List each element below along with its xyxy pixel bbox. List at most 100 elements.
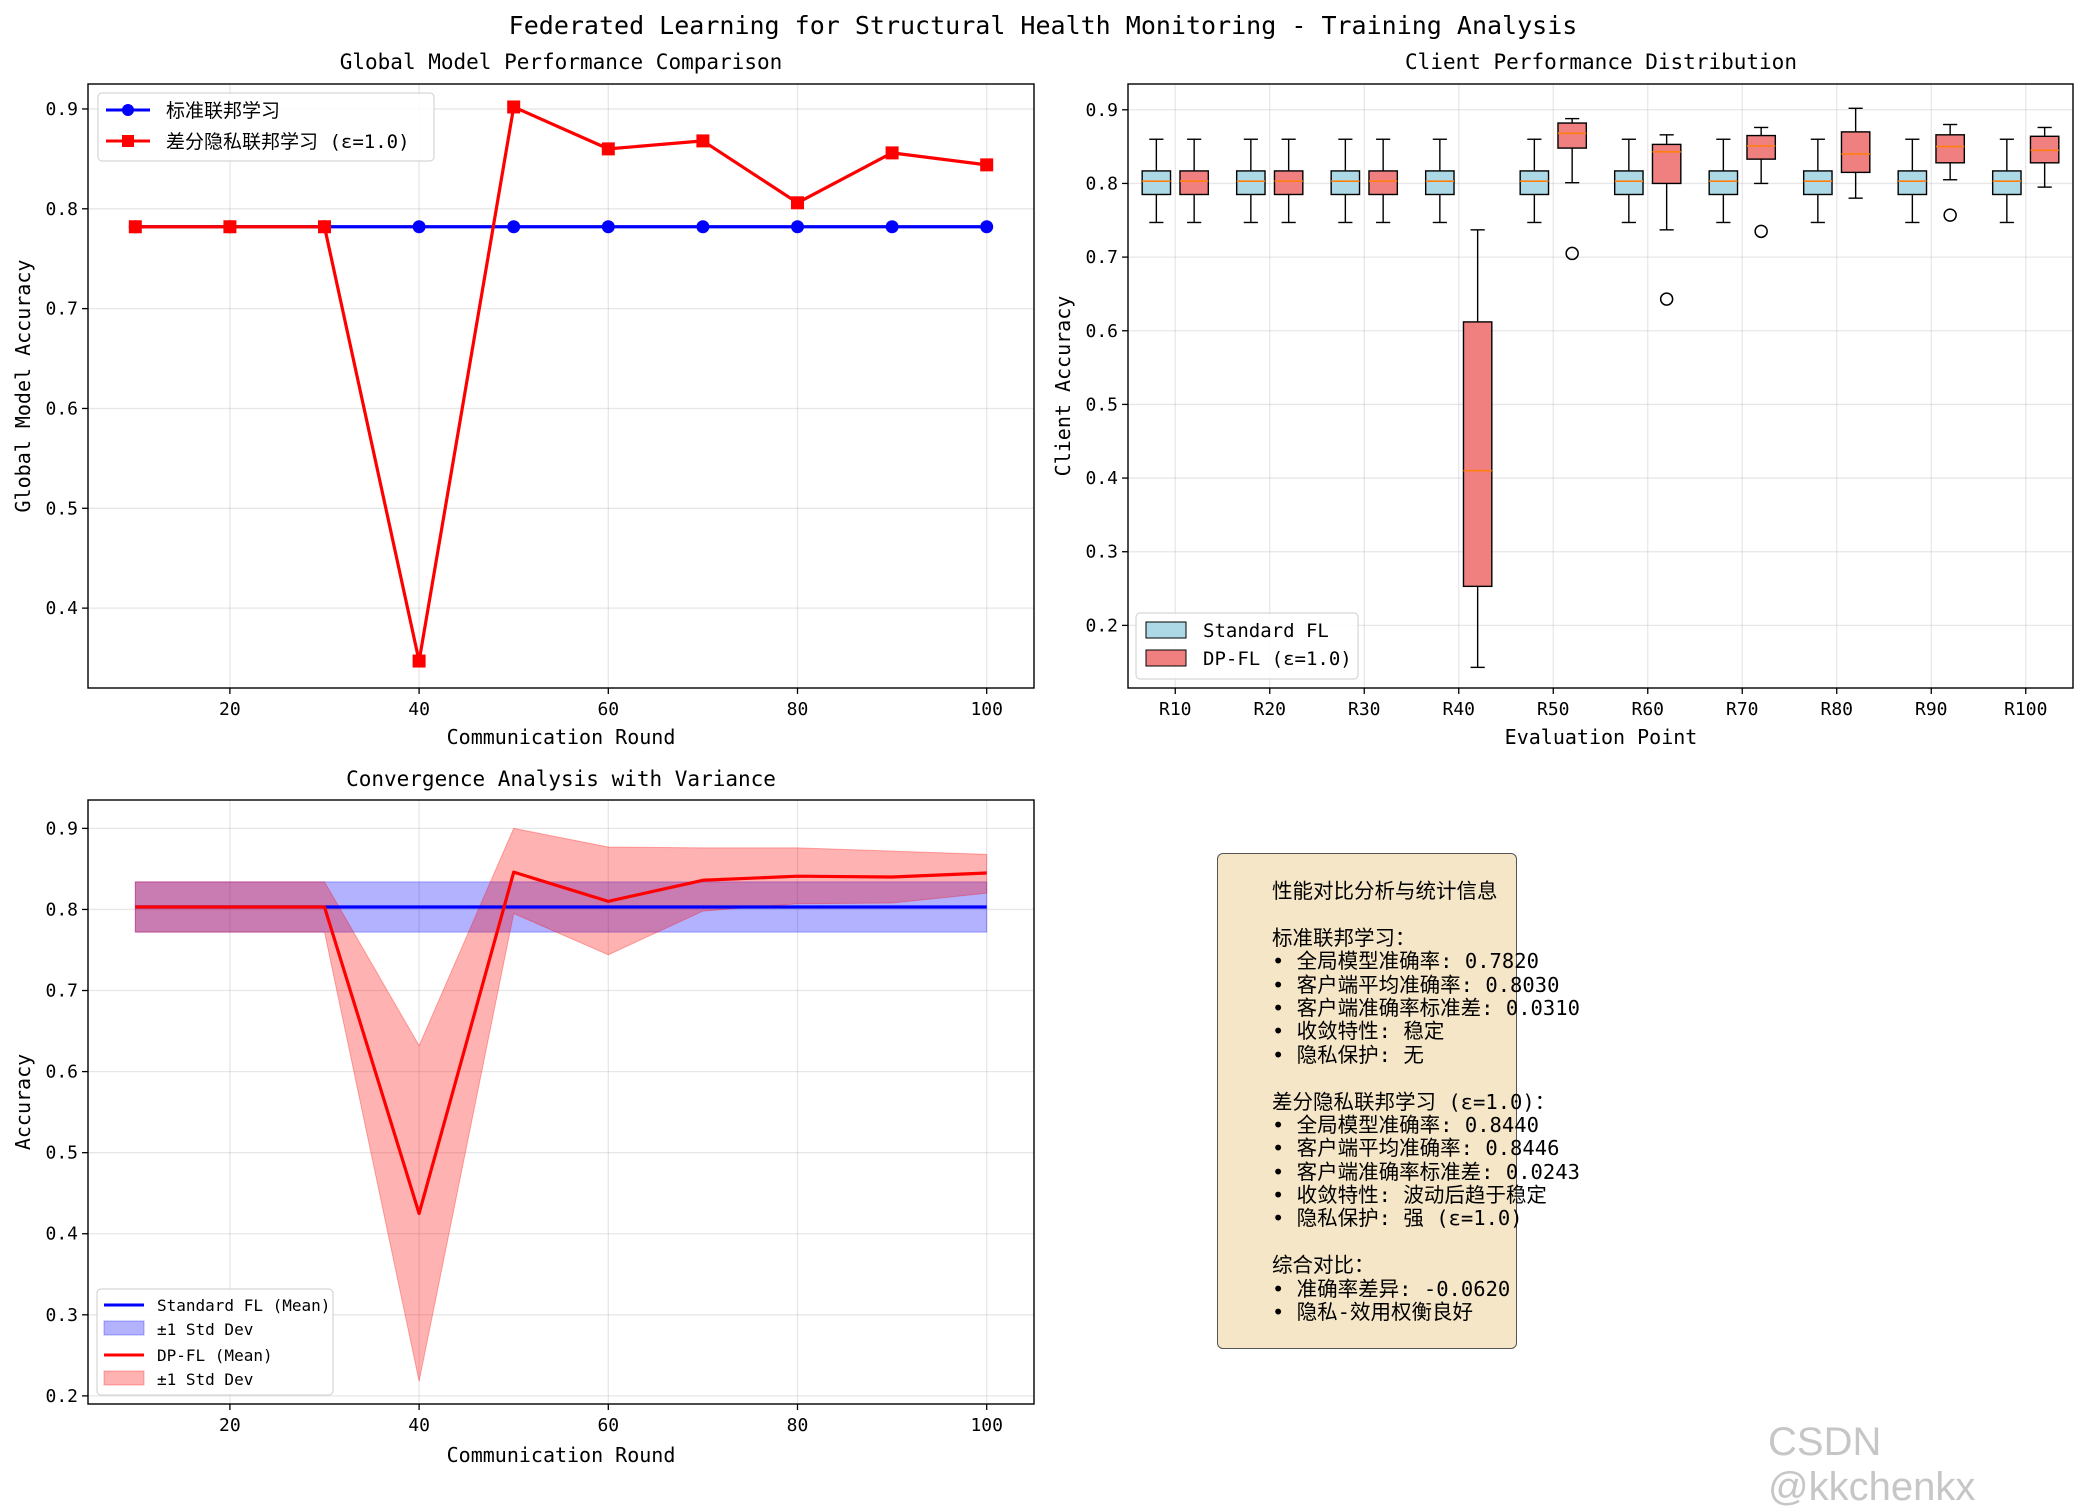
box-body-standard <box>1141 170 1172 196</box>
p3-ytick-label: 0.7 <box>45 981 78 1002</box>
box-body-dp <box>1462 321 1493 588</box>
p2-xtick-label: R40 <box>1442 699 1475 720</box>
stats-line: • 全局模型准确率: 0.8440 <box>1272 1112 1539 1137</box>
p1-ytick-label: 0.8 <box>45 199 78 220</box>
chart3-legend-label-dp: DP-FL (Mean) <box>157 1346 273 1365</box>
box-body-dp <box>1935 134 1966 164</box>
stats-line: 差分隐私联邦学习 (ε=1.0)： <box>1272 1089 1556 1114</box>
chart3-xlabel: Communication Round <box>447 1443 676 1467</box>
p2-xtick-label: R50 <box>1537 699 1570 720</box>
chart2-xlabel: Evaluation Point <box>1505 725 1698 749</box>
p2-ytick-label: 0.9 <box>1085 100 1118 121</box>
box-body-standard <box>1519 170 1550 196</box>
stats-line <box>1272 1067 1516 1090</box>
chart1-point-dp <box>601 142 615 156</box>
p1-ytick-label: 0.7 <box>45 299 78 320</box>
chart1-point-dp <box>507 100 521 114</box>
chart1-point-standard <box>507 220 521 234</box>
chart3-band-1 <box>134 827 988 1382</box>
chart2-legend-label-standard: Standard FL <box>1203 620 1329 642</box>
chart1-point-dp <box>412 654 426 668</box>
p3-xtick-label: 40 <box>408 1415 430 1436</box>
stats-line: • 客户端准确率标准差: 0.0243 <box>1272 1159 1580 1184</box>
chart1-point-standard <box>885 220 899 234</box>
box-body-dp <box>1557 122 1588 149</box>
box-outlier <box>1943 208 1957 222</box>
p2-xtick-label: R90 <box>1915 699 1948 720</box>
chart1-point-dp <box>885 146 899 160</box>
stats-line: • 收敛特性: 波动后趋于稳定 <box>1272 1183 1547 1208</box>
p1-xtick-label: 60 <box>597 699 619 720</box>
chart3-legend: Standard FL (Mean) ±1 Std Dev DP-FL (Mea… <box>96 1288 334 1396</box>
chart1-plot-area <box>128 100 994 668</box>
stats-line: • 隐私-效用权衡良好 <box>1272 1300 1474 1325</box>
p1-ytick-label: 0.4 <box>45 598 78 619</box>
p2-ytick-label: 0.6 <box>1085 321 1118 342</box>
stats-line <box>1272 903 1516 926</box>
chart1-title: Global Model Performance Comparison <box>340 50 783 74</box>
chart2-legend-label-dp: DP-FL (ε=1.0) <box>1203 648 1352 670</box>
chart1-ylabel: Global Model Accuracy <box>11 260 35 513</box>
p2-xtick-label: R100 <box>2004 699 2047 720</box>
box-body-standard <box>1613 170 1644 196</box>
p1-ytick-label: 0.6 <box>45 398 78 419</box>
box-body-dp <box>1273 170 1304 196</box>
chart3-legend-box <box>96 1288 334 1396</box>
chart2-frame <box>1127 83 2074 689</box>
p2-ytick-label: 0.4 <box>1085 468 1118 489</box>
chart1-point-dp <box>223 220 237 234</box>
p1-ytick-label: 0.9 <box>45 99 78 120</box>
p3-xtick-label: 20 <box>219 1415 241 1436</box>
stats-line <box>1272 1231 1516 1254</box>
p2-ytick-label: 0.8 <box>1085 173 1118 194</box>
chart1-legend-marker-standard <box>122 104 134 116</box>
chart1-point-standard <box>980 220 994 234</box>
chart3-legend-label-standard-band: ±1 Std Dev <box>157 1320 253 1339</box>
chart1-point-standard <box>412 220 426 234</box>
chart1-point-standard <box>791 220 804 234</box>
figure-canvas: Federated Learning for Structural Health… <box>11 11 2074 1467</box>
chart1-point-dp <box>318 220 331 234</box>
chart3-legend-swatch-standard-band <box>103 1320 145 1336</box>
p1-xtick-label: 100 <box>970 699 1003 720</box>
stats-line: • 隐私保护: 强 (ε=1.0) <box>1272 1206 1523 1231</box>
box-outlier <box>1754 224 1768 239</box>
box-body-standard <box>1235 170 1266 196</box>
stats-line: • 客户端平均准确率: 0.8446 <box>1272 1136 1560 1161</box>
chart1-point-dp <box>791 196 804 210</box>
box-body-standard <box>1897 170 1928 196</box>
stats-line: • 准确率差异: -0.0620 <box>1272 1276 1511 1301</box>
p2-xtick-label: R70 <box>1726 699 1759 720</box>
chart2-ticks: 0.2 0.3 0.4 0.5 0.6 0.7 0.8 0.9 R10 R20 R30 R40 R50 R… <box>1085 100 2047 720</box>
box-body-dp <box>1651 143 1682 185</box>
box-body-dp <box>1840 131 1871 174</box>
p2-ytick-label: 0.7 <box>1085 247 1118 268</box>
chart1-point-standard <box>696 220 710 234</box>
p2-xtick-label: R30 <box>1348 699 1381 720</box>
convergence-variance-chart: Convergence Analysis with Variance 0.20.… <box>11 767 1035 1467</box>
p3-xtick-label: 80 <box>787 1415 809 1436</box>
chart1-point-dp <box>128 220 142 234</box>
chart1-point-dp <box>696 134 710 148</box>
chart3-legend-label-dp-band: ±1 Std Dev <box>157 1370 253 1389</box>
chart1-series-line-1 <box>135 105 987 663</box>
p3-ytick-label: 0.5 <box>45 1143 78 1164</box>
box-outlier <box>1659 292 1674 306</box>
p2-xtick-label: R10 <box>1159 699 1192 720</box>
p2-ytick-label: 0.3 <box>1085 542 1118 563</box>
chart2-title: Client Performance Distribution <box>1405 50 1797 74</box>
p2-ytick-label: 0.5 <box>1085 394 1118 415</box>
chart1-legend: 标准联邦学习 差分隐私联邦学习 (ε=1.0) <box>97 92 435 162</box>
p3-ytick-label: 0.8 <box>45 899 78 920</box>
p3-ytick-label: 0.3 <box>45 1305 78 1326</box>
csdn-watermark: CSDN @kkchenkx <box>1768 1420 1976 1509</box>
p3-xtick-label: 60 <box>597 1415 619 1436</box>
chart3-plot-area <box>134 827 988 1382</box>
chart1-point-dp <box>980 158 994 172</box>
stats-line: • 客户端平均准确率: 0.8030 <box>1272 972 1560 997</box>
box-body-dp <box>1746 134 1777 160</box>
box-body-standard <box>1424 170 1455 196</box>
box-body-standard <box>1708 170 1739 196</box>
stats-line: • 隐私保护: 无 <box>1272 1042 1424 1067</box>
chart2-legend: Standard FL DP-FL (ε=1.0) <box>1135 612 1359 680</box>
